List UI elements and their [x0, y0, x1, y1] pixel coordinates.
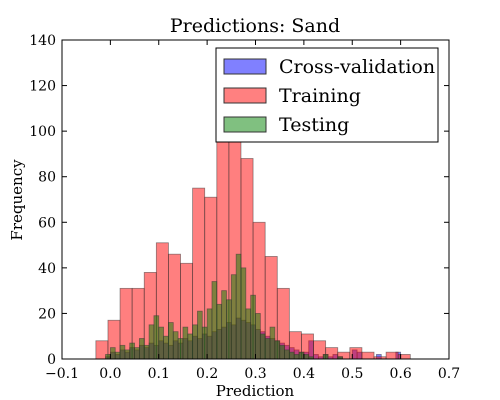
bar-testing-9	[148, 324, 155, 360]
bar-testing-35	[274, 340, 281, 360]
legend-entry-training: Training	[223, 85, 361, 107]
bar-testing-37	[284, 349, 290, 360]
bar-testing-4	[124, 349, 131, 360]
bar-testing-28	[240, 267, 247, 360]
y-tick-label: 100	[29, 124, 56, 140]
bar-testing-40	[298, 351, 305, 360]
bar-testing-8	[143, 344, 150, 360]
bar-training-24	[385, 351, 399, 360]
x-tick-label: 0.3	[244, 366, 266, 382]
x-tick-label: 0.5	[341, 366, 363, 382]
series-testing	[105, 253, 343, 360]
plot-area	[95, 112, 411, 360]
bar-testing-11	[158, 326, 164, 360]
x-tick-label: 0.1	[148, 366, 170, 382]
bar-testing-7	[138, 338, 145, 360]
bar-testing-18	[192, 324, 198, 360]
bar-testing-23	[216, 303, 223, 360]
bar-testing-25	[226, 299, 232, 360]
x-tick-label: 0.2	[196, 366, 218, 382]
bar-testing-22	[211, 281, 218, 360]
x-tick-label: 0.0	[99, 366, 121, 382]
bar-testing-33	[264, 338, 271, 360]
x-axis-label: Prediction	[216, 382, 295, 400]
chart-title: Predictions: Sand	[170, 15, 340, 37]
bar-testing-41	[303, 354, 310, 360]
legend-entry-cross-validation: Cross-validation	[223, 56, 435, 78]
y-tick-label: 120	[29, 79, 56, 95]
bar-testing-20	[201, 326, 208, 360]
bar-testing-34	[269, 326, 276, 360]
x-tick-label: 0.7	[438, 366, 460, 382]
bar-testing-19	[197, 310, 203, 360]
bar-training-21	[349, 347, 363, 360]
bar-testing-24	[221, 290, 227, 360]
bar-testing-2	[114, 351, 121, 360]
legend-entry-testing: Testing	[223, 114, 349, 136]
bar-training-25	[397, 354, 411, 360]
bar-testing-12	[163, 335, 169, 360]
legend-label-training: Training	[279, 85, 361, 107]
y-tick-label: 0	[47, 352, 56, 368]
bar-testing-0	[105, 354, 111, 360]
bar-testing-29	[245, 308, 252, 360]
bar-testing-6	[134, 347, 140, 360]
bar-testing-1	[109, 347, 116, 360]
axis-ticks	[61, 39, 450, 360]
legend-label-cross-validation: Cross-validation	[279, 56, 435, 78]
bar-testing-15	[177, 338, 184, 360]
bar-testing-31	[255, 313, 261, 360]
x-tick-label: 0.6	[389, 366, 411, 382]
bar-testing-16	[182, 326, 189, 360]
y-tick-label: 140	[29, 33, 56, 49]
legend: Cross-validation Training Testing	[215, 47, 439, 143]
y-tick-labels: 0 20 40 60 80 100 120 140	[29, 33, 56, 368]
bar-testing-26	[230, 274, 237, 360]
bar-testing-43	[322, 354, 329, 360]
bar-testing-21	[206, 308, 213, 360]
bar-testing-27	[235, 253, 242, 360]
legend-swatch-cross-validation	[223, 58, 267, 75]
y-axis-label: Frequency	[8, 159, 26, 241]
y-tick-label: 20	[38, 306, 56, 322]
x-tick-label: 0.4	[293, 366, 315, 382]
bar-testing-14	[172, 331, 179, 360]
legend-swatch-training	[223, 87, 267, 104]
x-tick-label: −0.1	[45, 366, 79, 382]
y-tick-label: 80	[38, 170, 56, 186]
bar-testing-36	[279, 344, 285, 360]
bar-testing-5	[129, 342, 135, 360]
bar-testing-3	[119, 344, 126, 360]
y-tick-label: 60	[38, 215, 56, 231]
bar-training-22	[361, 351, 375, 360]
legend-label-testing: Testing	[279, 114, 349, 136]
bar-testing-17	[187, 333, 194, 360]
bar-testing-10	[153, 315, 160, 360]
y-tick-label: 40	[38, 261, 56, 277]
x-tick-labels: −0.1 0.0 0.1 0.2 0.3 0.4 0.5 0.6 0.7	[45, 366, 460, 382]
bar-testing-39	[293, 354, 300, 360]
bar-testing-32	[259, 333, 266, 360]
bar-testing-38	[288, 351, 295, 360]
bar-testing-13	[168, 322, 174, 360]
bar-testing-30	[250, 294, 256, 360]
legend-swatch-testing	[223, 116, 267, 133]
